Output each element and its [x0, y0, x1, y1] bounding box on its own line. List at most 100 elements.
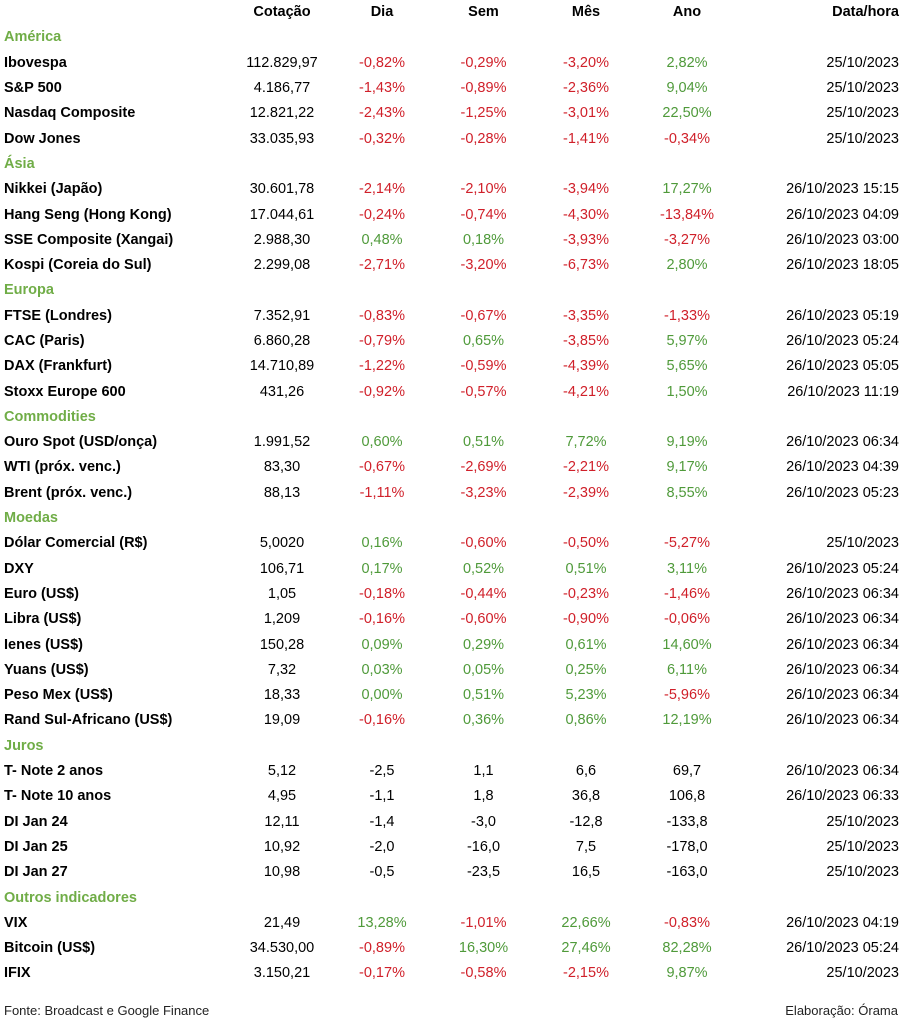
table-row: FTSE (Londres) 7.352,91 -0,83% -0,67% -3,35%… [0, 304, 903, 329]
cell-sem: -0,57% [432, 379, 535, 405]
cell-ano: -1,33% [664, 307, 710, 324]
section-title: Europa [0, 278, 903, 304]
cell-dt: 26/10/2023 05:24 [786, 560, 899, 577]
cell-dia: 0,09% [332, 632, 432, 658]
cell-cot: 12.821,22 [249, 105, 315, 122]
cell-ano: 106,8 [637, 784, 737, 810]
cell-name: WTI (próx. venc.) [4, 459, 121, 476]
cell-mes: -3,35% [563, 307, 609, 324]
header-dia: Dia [332, 0, 432, 26]
cell-name: DI Jan 27 [4, 864, 68, 881]
cell-dia: -0,32% [332, 126, 432, 152]
cell-name: Hang Seng (Hong Kong) [4, 206, 172, 223]
cell-mes: 7,72% [535, 430, 637, 456]
cell-dia: 0,17% [361, 560, 403, 577]
cell-cot: 10,98 [263, 864, 301, 881]
table-row: Libra (US$) 1,209 -0,16% -0,60% -0,90% -0,06%… [0, 607, 903, 632]
cell-ano: -0,83% [664, 914, 710, 931]
cell-mes: 16,5 [571, 864, 601, 881]
cell-sem: 16,30% [432, 935, 535, 962]
cell-dia: -0,82% [359, 54, 405, 71]
section-row: Moedas [0, 506, 903, 531]
cell-cot: 30.601,78 [232, 177, 332, 203]
cell-sem: -0,89% [432, 75, 535, 102]
cell-cot: 18,33 [232, 683, 332, 709]
cell-ano: 12,19% [662, 712, 712, 729]
cell-cot: 5,12 [267, 763, 297, 780]
cell-mes: 0,51% [565, 560, 607, 577]
cell-mes: -3,85% [535, 328, 637, 355]
cell-mes: -3,94% [535, 177, 637, 203]
cell-name: Nasdaq Composite [4, 105, 136, 122]
cell-cot: 12,11 [264, 813, 300, 830]
table-row: Dólar Comercial (R$) 5,0020 0,16% -0,60% -0,… [0, 531, 903, 557]
cell-cot: 17.044,61 [249, 206, 315, 223]
cell-dia: -1,4 [369, 813, 395, 830]
section-title: Outros indicadores [0, 885, 903, 911]
cell-cot: 88,13 [232, 480, 332, 506]
cell-sem: 0,18% [432, 227, 535, 253]
cell-mes: -3,20% [563, 54, 609, 71]
cell-mes: -0,90% [563, 611, 609, 628]
cell-sem: -0,67% [460, 307, 507, 324]
cell-ano: 5,65% [666, 358, 708, 375]
cell-name: T- Note 2 anos [4, 763, 104, 780]
table-row: Peso Mex (US$) 18,33 0,00% 0,51% 5,23% -5,96%… [0, 683, 903, 709]
cell-dia: -1,1 [332, 784, 432, 810]
cell-cot: 150,28 [232, 632, 332, 658]
cell-sem: -0,60% [460, 611, 507, 628]
cell-name: S&P 500 [0, 75, 232, 102]
cell-dt: 25/10/2023 [737, 126, 903, 152]
table-row: DAX (Frankfurt) 14.710,89 -1,22% -0,59% -4,3… [0, 354, 903, 379]
cell-dia: -2,5 [369, 763, 395, 780]
cell-ano: 8,55% [637, 480, 737, 506]
cell-sem: -0,74% [460, 206, 507, 223]
cell-mes: 0,25% [565, 661, 607, 678]
section-row: Europa [0, 278, 903, 304]
cell-ano: 1,50% [637, 379, 737, 405]
cell-ano: 9,19% [637, 430, 737, 456]
table-row: WTI (próx. venc.) 83,30 -0,67% -2,69% -2,21%… [0, 455, 903, 480]
table-header: Cotação Dia Sem Mês Ano Data/hora [0, 0, 903, 26]
cell-dt: 26/10/2023 06:34 [737, 581, 903, 608]
section-row: Ásia [0, 152, 903, 177]
cell-mes: -12,8 [569, 813, 603, 830]
cell-dt: 25/10/2023 [826, 813, 899, 830]
cell-name: CAC (Paris) [0, 328, 232, 355]
cell-cot: 1,209 [263, 611, 301, 628]
cell-dt: 26/10/2023 05:19 [786, 307, 899, 324]
cell-mes: 0,86% [565, 712, 607, 729]
cell-ano: -133,8 [666, 813, 708, 830]
cell-mes: 22,66% [561, 914, 611, 931]
cell-sem: -1,01% [460, 914, 507, 931]
cell-name: Peso Mex (US$) [0, 683, 232, 709]
cell-dt: 26/10/2023 05:05 [786, 358, 899, 375]
cell-cot: 33.035,93 [232, 126, 332, 152]
header-ano: Ano [637, 0, 737, 26]
cell-name: Brent (próx. venc.) [0, 480, 232, 506]
section-title: Moedas [4, 510, 58, 527]
section-row: Outros indicadores [0, 885, 903, 911]
cell-name: Nikkei (Japão) [0, 177, 232, 203]
cell-name: DXY [4, 560, 34, 577]
table-row: DI Jan 24 12,11 -1,4 -3,0 -12,8 -133,8 25/10/2… [0, 810, 903, 835]
cell-sem: -16,0 [432, 834, 535, 861]
table-row: Yuans (US$) 7,32 0,03% 0,05% 0,25% 6,11% 26/10… [0, 658, 903, 683]
cell-name: Yuans (US$) [4, 661, 89, 678]
cell-mes: 7,5 [535, 834, 637, 861]
cell-dt: 26/10/2023 05:24 [737, 935, 903, 962]
cell-mes: -4,39% [563, 358, 609, 375]
cell-dia: 0,16% [332, 531, 432, 557]
cell-dt: 25/10/2023 [826, 965, 899, 982]
cell-mes: -3,01% [563, 105, 609, 122]
cell-name: DI Jan 25 [0, 834, 232, 861]
cell-cot: 2.299,08 [253, 257, 311, 274]
cell-cot: 6.860,28 [232, 328, 332, 355]
cell-sem: -0,28% [432, 126, 535, 152]
table-row: DXY 106,71 0,17% 0,52% 0,51% 3,11% 26/10/2023 … [0, 557, 903, 582]
cell-dt: 26/10/2023 06:34 [786, 611, 899, 628]
cell-sem: 1,1 [473, 763, 494, 780]
cell-sem: -0,58% [460, 965, 507, 982]
cell-ano: 17,27% [637, 177, 737, 203]
cell-sem: -3,0 [471, 813, 496, 830]
